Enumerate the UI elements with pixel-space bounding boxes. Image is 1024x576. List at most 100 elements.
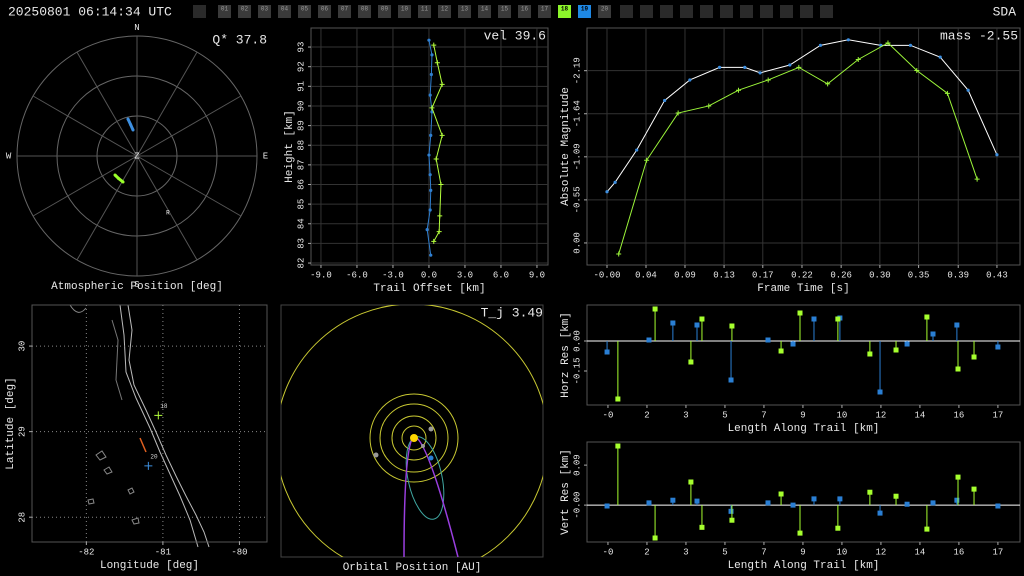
residual-point	[811, 316, 817, 322]
annotation: T_j 3.49	[481, 305, 543, 320]
frame-box[interactable]	[258, 5, 271, 18]
frame-box[interactable]	[238, 5, 251, 18]
frame-box[interactable]	[418, 5, 431, 18]
frame-box[interactable]	[498, 5, 511, 18]
y-tick-label: 0.00	[572, 232, 582, 254]
frame-label[interactable]: 10	[401, 6, 409, 13]
frame-box[interactable]	[358, 5, 371, 18]
residual-point	[765, 500, 771, 506]
residual-point	[930, 331, 936, 337]
x-tick-label: 5	[722, 547, 727, 557]
residual-point	[688, 479, 694, 485]
marker	[735, 87, 741, 93]
x-tick-label: 3	[683, 547, 688, 557]
residual-point	[604, 349, 610, 355]
y-tick-label: 87	[296, 159, 306, 170]
residual-point	[924, 314, 930, 320]
y-tick-label: -0.15	[572, 357, 582, 384]
marker	[429, 188, 433, 192]
track-point	[131, 128, 135, 132]
marker	[914, 68, 920, 74]
annotation: Q* 37.8	[212, 32, 267, 47]
frame-box[interactable]	[518, 5, 531, 18]
marker	[427, 153, 431, 157]
frame-label[interactable]: 18	[561, 6, 569, 13]
frame-box[interactable]	[598, 5, 611, 18]
x-tick-label: 10	[837, 547, 848, 557]
frame-label[interactable]: 13	[461, 6, 469, 13]
marker	[706, 103, 712, 109]
x-tick-label: 5	[722, 410, 727, 420]
frame-label[interactable]: 01	[221, 6, 229, 13]
x-tick-label: 7	[761, 410, 766, 420]
y-tick-label: -0.00	[572, 492, 582, 519]
frame-box[interactable]	[538, 5, 551, 18]
frame-label[interactable]: 17	[541, 6, 549, 13]
residual-point	[955, 474, 961, 480]
frame-box[interactable]	[218, 5, 231, 18]
residual-point	[615, 396, 621, 402]
residual-point	[904, 501, 910, 507]
frame-label[interactable]: 02	[241, 6, 249, 13]
frame-box[interactable]	[458, 5, 471, 18]
frame-label[interactable]: 08	[361, 6, 369, 13]
frame-label[interactable]: 16	[521, 6, 529, 13]
frame-box[interactable]	[558, 5, 571, 18]
frame-box[interactable]	[438, 5, 451, 18]
marker	[938, 55, 942, 59]
direction-label: W	[6, 151, 12, 161]
direction-label: N	[134, 23, 139, 33]
frame-label[interactable]: 09	[381, 6, 389, 13]
y-axis-label: Vert Res [km]	[560, 449, 572, 535]
frame-label[interactable]: 20	[601, 6, 609, 13]
marker	[818, 43, 823, 47]
y-tick-label: 88	[296, 140, 306, 151]
frame-label[interactable]: 11	[421, 6, 429, 13]
frame-label[interactable]: 12	[441, 6, 449, 13]
residual-point	[797, 530, 803, 536]
marker	[434, 60, 440, 66]
residual-point	[797, 310, 803, 316]
marker	[765, 77, 771, 83]
residual-point	[930, 500, 936, 506]
direction-label: E	[263, 151, 268, 161]
y-tick-label: 85	[296, 199, 306, 210]
residual-point	[652, 306, 658, 312]
frame-box[interactable]	[578, 5, 591, 18]
residual-point	[877, 389, 883, 395]
frame-label[interactable]: 03	[261, 6, 269, 13]
frame-label[interactable]: 04	[281, 6, 289, 13]
marker	[425, 228, 429, 232]
frame-box[interactable]	[478, 5, 491, 18]
x-tick-label: -9.0	[310, 270, 332, 280]
y-tick-label: 0.00	[572, 330, 582, 352]
frame-label[interactable]: 15	[501, 6, 509, 13]
frame-box[interactable]	[278, 5, 291, 18]
y-tick-label: 30	[17, 341, 27, 352]
frame-label[interactable]: 14	[481, 6, 489, 13]
frame-label[interactable]: 19	[581, 6, 589, 13]
frame-box[interactable]	[318, 5, 331, 18]
series-line	[431, 44, 443, 242]
marker	[995, 153, 999, 157]
x-tick-label: 9.0	[529, 270, 545, 280]
residual-point	[778, 491, 784, 497]
frame-box[interactable]	[338, 5, 351, 18]
residual-point	[955, 366, 961, 372]
timestamp: 20250801 06:14:34 UTC	[8, 4, 172, 19]
x-tick-label: 12	[876, 410, 887, 420]
residual-point	[867, 351, 873, 357]
frame-box[interactable]	[298, 5, 311, 18]
frame-label[interactable]: 05	[301, 6, 309, 13]
frame-box[interactable]	[378, 5, 391, 18]
frame-label[interactable]: 07	[341, 6, 349, 13]
x-tick-label: 0.17	[752, 270, 774, 280]
frame-box[interactable]	[398, 5, 411, 18]
x-tick-label: 6.0	[493, 270, 509, 280]
x-axis-label: Length Along Trail [km]	[728, 560, 880, 572]
frame-label[interactable]: 06	[321, 6, 329, 13]
residual-point	[995, 503, 1001, 509]
y-axis-label: Horz Res [km]	[560, 312, 572, 398]
